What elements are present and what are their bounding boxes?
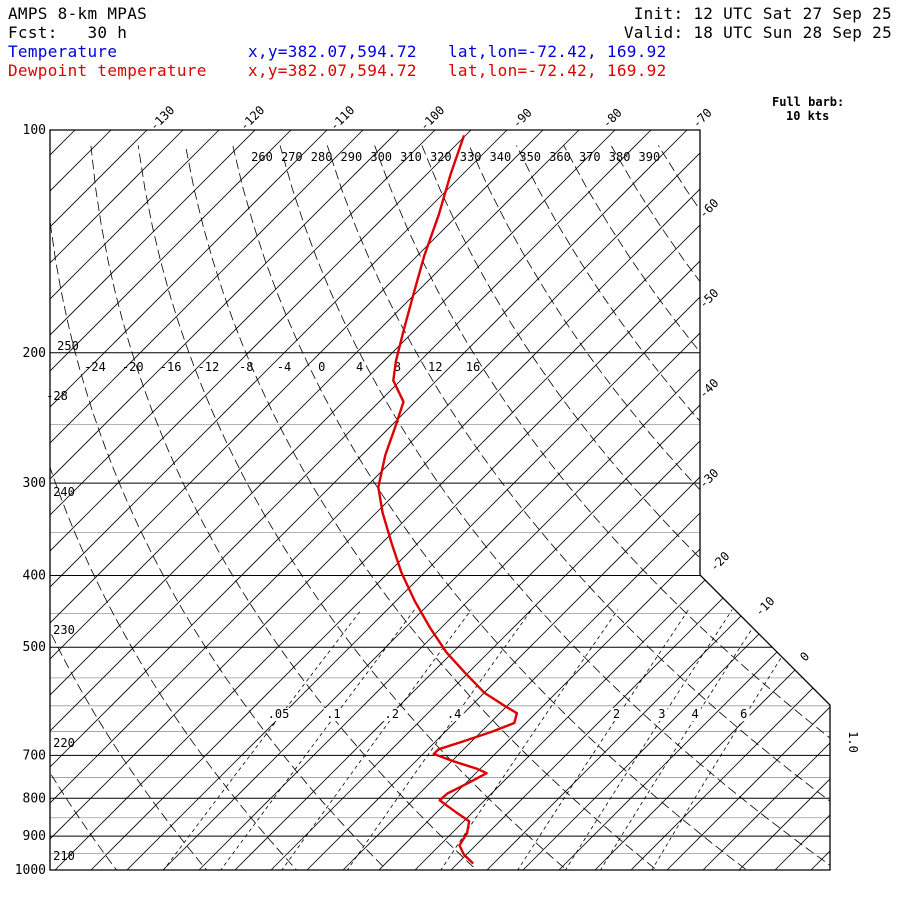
svg-text:900: 900 [23, 829, 46, 844]
svg-text:300: 300 [370, 150, 392, 164]
svg-text:210: 210 [53, 849, 75, 863]
svg-text:310: 310 [400, 150, 422, 164]
svg-text:260: 260 [251, 150, 273, 164]
svg-text:-8: -8 [239, 360, 253, 374]
dry-adiabat-lines [50, 145, 830, 870]
legend-dewpoint-latlon: lat,lon=-72.42, 169.92 [448, 61, 667, 80]
mixing-ratio-labels: .05 .1 .2 .4 2 3 4 6 1.0 [265, 707, 860, 753]
svg-text:-90: -90 [510, 106, 535, 131]
svg-text:240: 240 [53, 485, 75, 499]
svg-text:16: 16 [466, 360, 480, 374]
svg-text:0: 0 [797, 649, 812, 664]
svg-text:500: 500 [23, 640, 46, 655]
legend-temperature-xy: x,y=382.07,594.72 [248, 42, 417, 61]
mixing-ratio-lines [158, 609, 812, 870]
model-title: AMPS 8-km MPAS [8, 4, 148, 23]
sounding-profiles [377, 135, 519, 865]
svg-text:1.0: 1.0 [846, 731, 860, 753]
svg-text:-20: -20 [122, 360, 144, 374]
legend-dewpoint-label: Dewpoint temperature [8, 61, 207, 80]
svg-text:.2: .2 [385, 707, 399, 721]
barb-legend-value: 10 kts [786, 109, 830, 123]
svg-text:4: 4 [356, 360, 363, 374]
svg-text:-80: -80 [600, 106, 625, 131]
svg-text:-28: -28 [46, 389, 68, 403]
legend-temperature-latlon: lat,lon=-72.42, 169.92 [448, 42, 667, 61]
svg-text:280: 280 [311, 150, 333, 164]
svg-text:-130: -130 [147, 103, 177, 133]
svg-text:-120: -120 [237, 103, 267, 133]
svg-text:300: 300 [23, 476, 46, 491]
init-time: Init: 12 UTC Sat 27 Sep 25 [633, 4, 892, 23]
svg-text:8: 8 [394, 360, 401, 374]
svg-text:360: 360 [549, 150, 571, 164]
svg-text:0: 0 [318, 360, 325, 374]
pressure-labels: 100 200 300 400 500 700 800 900 1000 [15, 123, 46, 878]
svg-text:3: 3 [658, 707, 665, 721]
svg-text:-4: -4 [277, 360, 291, 374]
svg-text:340: 340 [490, 150, 512, 164]
svg-text:330: 330 [460, 150, 482, 164]
svg-text:4: 4 [691, 707, 698, 721]
svg-text:250: 250 [57, 339, 79, 353]
svg-text:-16: -16 [160, 360, 182, 374]
svg-text:12: 12 [428, 360, 442, 374]
svg-text:400: 400 [23, 569, 46, 584]
svg-text:-70: -70 [690, 106, 715, 131]
svg-text:.1: .1 [326, 707, 340, 721]
svg-text:-100: -100 [417, 103, 447, 133]
svg-text:.05: .05 [268, 707, 290, 721]
pressure-gridlines [50, 129, 830, 871]
svg-text:200: 200 [23, 346, 46, 361]
valid-time: Valid: 18 UTC Sun 28 Sep 25 [623, 23, 892, 42]
svg-text:-10: -10 [752, 594, 777, 619]
svg-text:800: 800 [23, 791, 46, 806]
svg-text:700: 700 [23, 748, 46, 763]
svg-text:-110: -110 [327, 103, 357, 133]
svg-text:1000: 1000 [15, 863, 46, 878]
legend-temperature-label: Temperature [8, 42, 118, 61]
plot-border [49, 129, 831, 871]
svg-text:270: 270 [281, 150, 303, 164]
adiabat-labels: 260 270 280 290 300 310 320 330 340 350 360 370 380 3… [53, 150, 660, 863]
svg-text:100: 100 [23, 123, 46, 138]
svg-text:-24: -24 [84, 360, 106, 374]
forecast-hour: Fcst: 30 h [8, 23, 128, 42]
svg-text:390: 390 [639, 150, 661, 164]
legend-dewpoint-xy: x,y=382.07,594.72 [248, 61, 417, 80]
svg-text:370: 370 [579, 150, 601, 164]
svg-text:-20: -20 [707, 549, 732, 574]
svg-text:-12: -12 [198, 360, 220, 374]
svg-text:220: 220 [53, 736, 75, 750]
svg-text:350: 350 [519, 150, 541, 164]
svg-text:2: 2 [613, 707, 620, 721]
svg-text:290: 290 [341, 150, 363, 164]
svg-text:6: 6 [740, 707, 747, 721]
barb-legend-title: Full barb: [772, 95, 845, 109]
isotherm-labels: -130 -120 -110 -100 -90 -80 -70-60-50-40-30-20… [46, 103, 812, 664]
svg-text:230: 230 [53, 623, 75, 637]
svg-text:.4: .4 [447, 707, 461, 721]
svg-text:320: 320 [430, 150, 452, 164]
svg-text:380: 380 [609, 150, 631, 164]
